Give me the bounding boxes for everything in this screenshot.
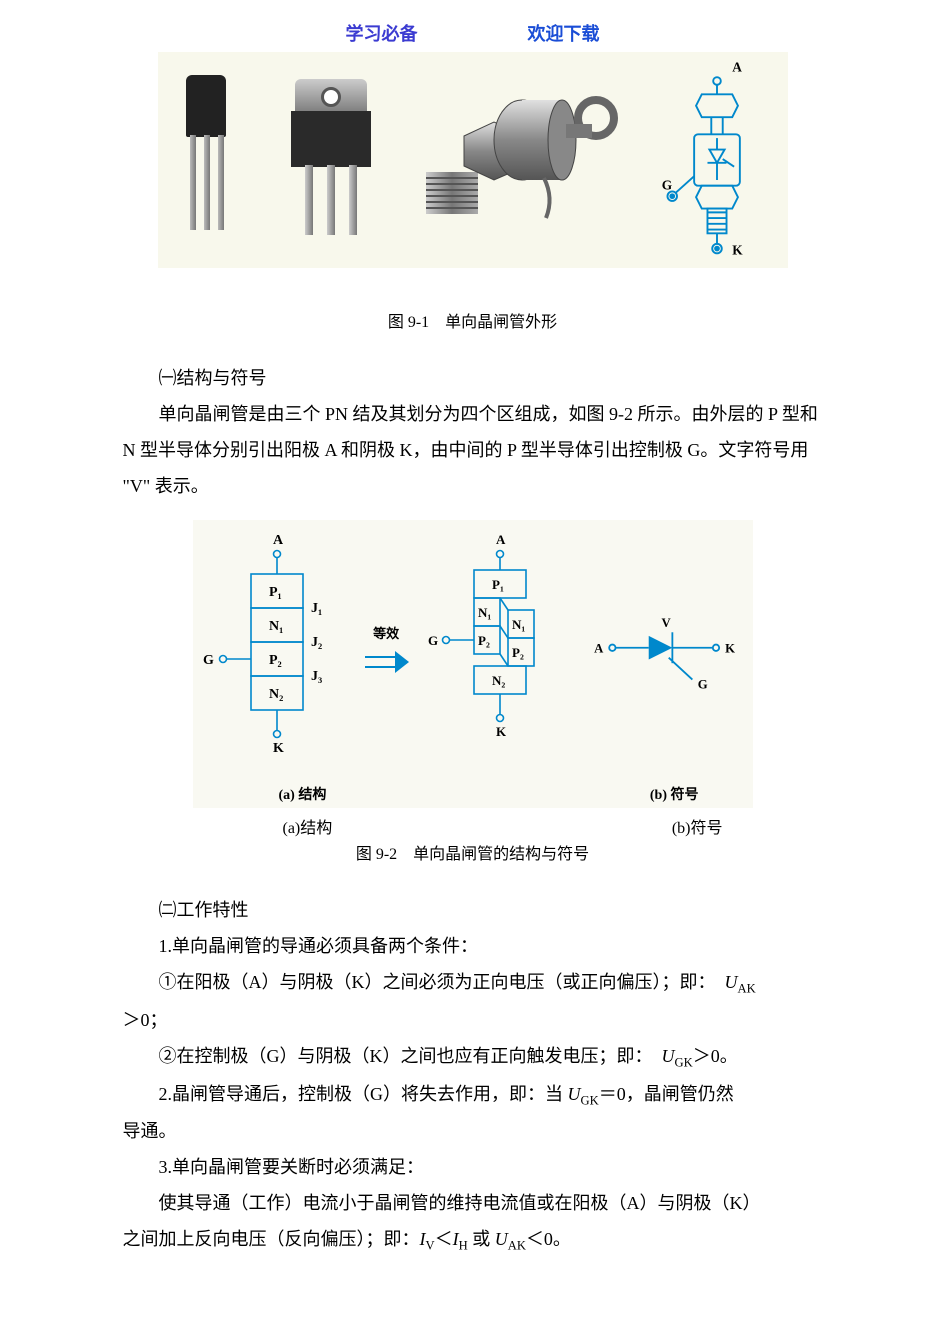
svg-text:G: G: [662, 178, 672, 193]
section-2-item3b: 之间加上反向电压（反向偏压）；即：IV＜IH 或 UAK＜0。: [123, 1221, 823, 1259]
section-2-item2: 2.晶闸管导通后，控制极（G）将失去作用，即：当 UGK＝0，晶闸管仍然: [123, 1076, 823, 1114]
svg-text:P₁: P₁: [492, 577, 504, 592]
equiv-arrow-label: 等效: [361, 623, 411, 642]
svg-text:J₂: J₂: [311, 635, 322, 650]
section-2-item1: 1.单向晶闸管的导通必须具备两个条件：: [123, 928, 823, 964]
thyristor-equivalent-diagram: A P₁ N₁ N₁ P₂ P₂: [424, 530, 574, 780]
section-1-heading: ㈠结构与符号: [123, 360, 823, 396]
section-2-item1a: ①在阳极（A）与阴极（K）之间必须为正向电压（或正向偏压）；即： UAK: [123, 964, 823, 1002]
svg-text:N₁: N₁: [512, 617, 525, 632]
svg-text:J₁: J₁: [311, 601, 322, 616]
thyristor-structure-diagram: A P₁ N₁ P₂ N₂ K G: [199, 530, 349, 780]
svg-text:G: G: [698, 678, 708, 692]
svg-text:V: V: [662, 616, 672, 630]
thyristor-package-stud: [414, 80, 624, 240]
header-left-text: 学习必备: [346, 20, 418, 46]
svg-text:P₁: P₁: [269, 585, 282, 600]
section-2-heading: ㈡工作特性: [123, 892, 823, 928]
section-2-item3a: 使其导通（工作）电流小于晶闸管的维持电流值或在阳极（A）与阴极（K）: [123, 1185, 823, 1221]
section-2-item3: 3.单向晶闸管要关断时必须满足：: [123, 1149, 823, 1185]
svg-text:P₂: P₂: [478, 633, 490, 648]
page-header: 学习必备 欢迎下载: [0, 20, 945, 46]
figure-9-2-diagram: A P₁ N₁ P₂ N₂ K G: [193, 520, 753, 808]
section-1-paragraph: 单向晶闸管是由三个 PN 结及其划分为四个区组成，如图 9-2 所示。由外层的 …: [123, 396, 823, 504]
svg-text:J₃: J₃: [311, 669, 322, 684]
svg-text:P₂: P₂: [512, 645, 524, 660]
svg-text:K: K: [496, 724, 507, 739]
fig2-inner-label-b: (b) 符号: [650, 784, 699, 804]
thyristor-symbol-diagram: A K G V: [586, 605, 746, 705]
figure-9-1-caption: 图 9-1 单向晶闸管外形: [0, 308, 945, 332]
svg-text:A: A: [496, 532, 506, 547]
section-2-item2-cont: 导通。: [123, 1113, 823, 1149]
figure-9-2-caption: 图 9-2 单向晶闸管的结构与符号: [0, 840, 945, 864]
thyristor-outline-drawing: A G: [657, 60, 777, 260]
section-2-item1a-cont: ＞0；: [123, 1002, 823, 1038]
svg-text:G: G: [203, 653, 214, 668]
svg-text:P₂: P₂: [269, 653, 282, 668]
figure-9-1-image-strip: A G: [158, 52, 788, 268]
svg-text:G: G: [428, 633, 438, 648]
svg-text:N₁: N₁: [478, 605, 491, 620]
equiv-arrow-icon: [361, 642, 411, 682]
svg-text:K: K: [733, 242, 744, 257]
svg-text:A: A: [733, 60, 743, 74]
svg-text:K: K: [273, 741, 284, 756]
svg-text:A: A: [595, 641, 605, 655]
svg-text:N₂: N₂: [492, 673, 505, 688]
svg-text:N₂: N₂: [269, 687, 283, 702]
svg-text:N₁: N₁: [269, 619, 283, 634]
thyristor-package-tab: [281, 75, 381, 245]
thyristor-package-small: [168, 75, 248, 245]
fig2-outer-label-a: (a)结构: [283, 814, 333, 838]
svg-text:K: K: [726, 641, 736, 655]
svg-text:A: A: [273, 533, 284, 548]
header-right-text: 欢迎下载: [528, 20, 600, 46]
section-2-item1b: ②在控制极（G）与阴极（K）之间也应有正向触发电压；即： UGK＞0。: [123, 1038, 823, 1076]
fig2-outer-label-b: (b)符号: [672, 814, 723, 838]
fig2-inner-label-a: (a) 结构: [279, 784, 327, 804]
